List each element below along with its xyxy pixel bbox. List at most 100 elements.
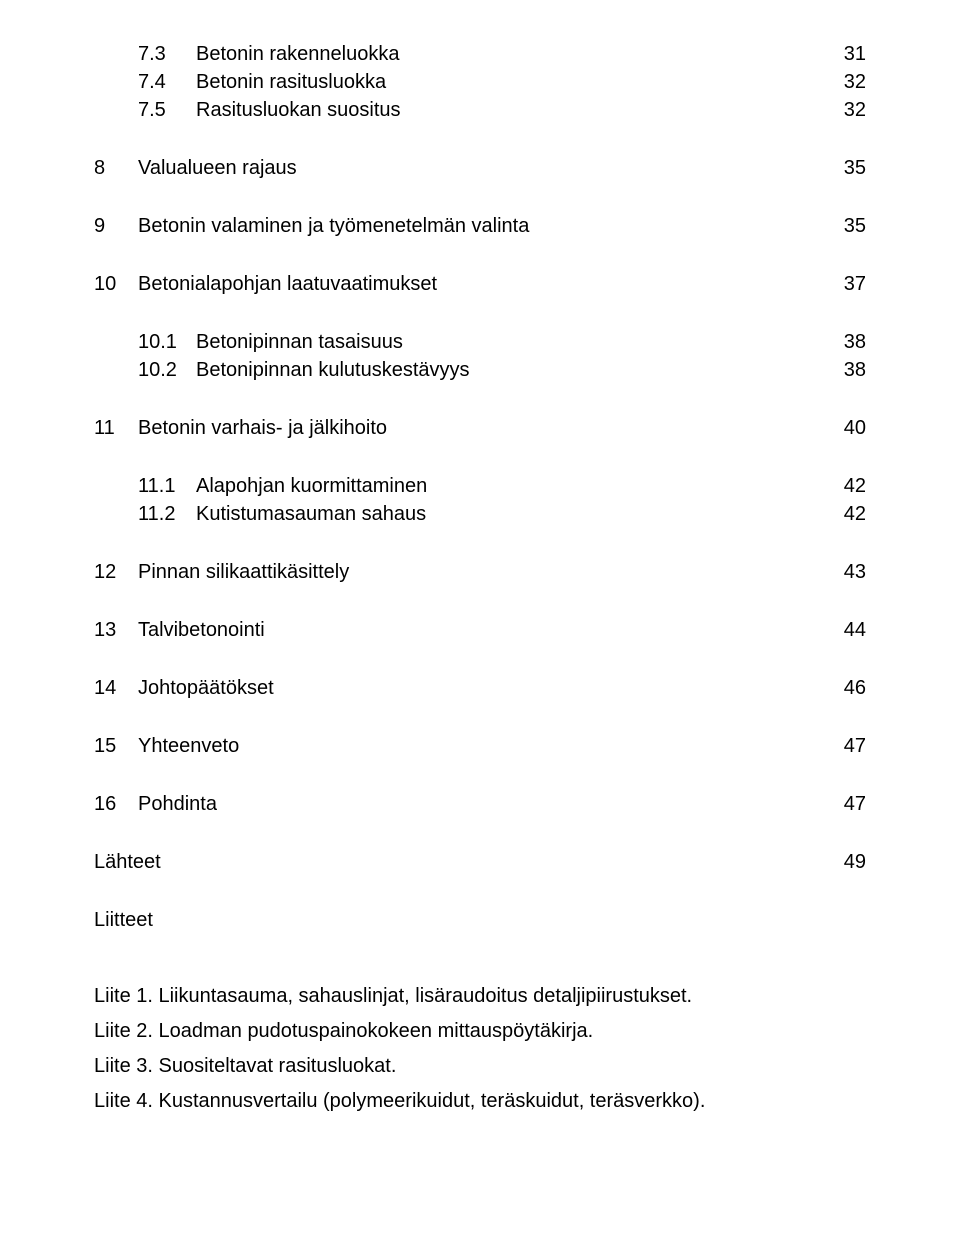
toc-entry-title: Betonin rasitusluokka	[196, 68, 386, 96]
toc-entry-number: 7.4	[138, 68, 196, 96]
toc-entry-number: 7.3	[138, 40, 196, 68]
toc-row: 9Betonin valaminen ja työmenetelmän vali…	[94, 212, 866, 240]
toc-row: 10.2Betonipinnan kulutuskestävyys 38	[138, 356, 866, 384]
toc-entry-page: 38	[826, 328, 866, 356]
toc-gap	[94, 702, 866, 732]
toc-gap	[94, 384, 866, 414]
appendix-list: Liite 1. Liikuntasauma, sahauslinjat, li…	[94, 982, 866, 1116]
toc-gap	[94, 298, 866, 328]
toc-entry-page: 47	[826, 790, 866, 818]
toc-plain-row: Liitteet	[94, 906, 866, 934]
toc-entry-page: 42	[826, 472, 866, 500]
toc-entry-number: 9	[94, 212, 138, 240]
toc-row-left: 7.5Rasitusluokan suositus	[138, 96, 401, 124]
toc-entry-page: 42	[826, 500, 866, 528]
toc-entry-page: 43	[826, 558, 866, 586]
toc-entry-title: Betonipinnan tasaisuus	[196, 328, 403, 356]
toc-entry-title: Betonin valaminen ja työmenetelmän valin…	[138, 212, 529, 240]
toc-entry-number: 14	[94, 674, 138, 702]
toc-row-left: 8Valualueen rajaus	[94, 154, 297, 182]
toc-row: 7.4Betonin rasitusluokka32	[138, 68, 866, 96]
toc-row-left: 10Betonialapohjan laatuvaatimukset	[94, 270, 437, 298]
toc-page: 7.3Betonin rakenneluokka317.4Betonin ras…	[0, 0, 960, 1258]
toc-row-left: 12Pinnan silikaattikäsittely	[94, 558, 349, 586]
toc-row-left: 9Betonin valaminen ja työmenetelmän vali…	[94, 212, 529, 240]
toc-row: 10.1Betonipinnan tasaisuus 38	[138, 328, 866, 356]
toc-entry-page: 44	[826, 616, 866, 644]
toc-entry-number: 13	[94, 616, 138, 644]
toc-gap	[94, 528, 866, 558]
toc-entry-title: Betonipinnan kulutuskestävyys	[196, 356, 470, 384]
toc-entry-number: 11.1	[138, 472, 196, 500]
toc-entry-page: 31	[826, 40, 866, 68]
toc-plain-row: Lähteet49	[94, 848, 866, 876]
toc-entry-number: 11.2	[138, 500, 196, 528]
toc-entry-page: 47	[826, 732, 866, 760]
toc-row-left: 16Pohdinta	[94, 790, 217, 818]
toc-gap	[94, 442, 866, 472]
toc-entry-number: 8	[94, 154, 138, 182]
toc-row-left: 11.1Alapohjan kuormittaminen	[138, 472, 427, 500]
toc-row-left: 10.1Betonipinnan tasaisuus	[138, 328, 403, 356]
toc-row: 14Johtopäätökset 46	[94, 674, 866, 702]
toc-gap	[94, 240, 866, 270]
toc-entry-title: Yhteenveto	[138, 732, 239, 760]
toc-row: 16Pohdinta 47	[94, 790, 866, 818]
toc-row: 11.2Kutistumasauman sahaus 42	[138, 500, 866, 528]
toc-entry-number: 16	[94, 790, 138, 818]
toc-entry-title: Kutistumasauman sahaus	[196, 500, 426, 528]
toc-entry-page: 35	[826, 212, 866, 240]
toc-row-left: 15Yhteenveto	[94, 732, 239, 760]
toc-entry-title: Valualueen rajaus	[138, 154, 297, 182]
toc-list: 7.3Betonin rakenneluokka317.4Betonin ras…	[94, 40, 866, 934]
toc-row: 11.1Alapohjan kuormittaminen 42	[138, 472, 866, 500]
toc-row: 15Yhteenveto 47	[94, 732, 866, 760]
toc-entry-title: Pinnan silikaattikäsittely	[138, 558, 349, 586]
toc-row-left: Liitteet	[94, 906, 153, 934]
toc-entry-page: 32	[826, 96, 866, 124]
toc-row-left: 13Talvibetonointi	[94, 616, 265, 644]
toc-row: 11Betonin varhais- ja jälkihoito 40	[94, 414, 866, 442]
toc-row: 12Pinnan silikaattikäsittely 43	[94, 558, 866, 586]
toc-row-left: 14Johtopäätökset	[94, 674, 274, 702]
toc-entry-page: 38	[826, 356, 866, 384]
toc-gap	[94, 586, 866, 616]
toc-row-left: 11.2Kutistumasauman sahaus	[138, 500, 426, 528]
toc-entry-title: Johtopäätökset	[138, 674, 274, 702]
toc-gap	[94, 818, 866, 848]
toc-entry-page: 46	[826, 674, 866, 702]
toc-row: 7.5Rasitusluokan suositus 32	[138, 96, 866, 124]
toc-row-left: Lähteet	[94, 848, 161, 876]
appendix-line: Liite 2. Loadman pudotuspainokokeen mitt…	[94, 1017, 866, 1046]
toc-entry-title: Pohdinta	[138, 790, 217, 818]
toc-row-left: 7.4Betonin rasitusluokka	[138, 68, 386, 96]
toc-row: 13Talvibetonointi 44	[94, 616, 866, 644]
toc-entry-page: 37	[826, 270, 866, 298]
toc-row: 10Betonialapohjan laatuvaatimukset 37	[94, 270, 866, 298]
toc-entry-title: Rasitusluokan suositus	[196, 96, 401, 124]
toc-row-left: 7.3Betonin rakenneluokka	[138, 40, 399, 68]
toc-entry-number: 10.2	[138, 356, 196, 384]
toc-gap	[94, 124, 866, 154]
toc-entry-page: 35	[826, 154, 866, 182]
toc-entry-title: Alapohjan kuormittaminen	[196, 472, 427, 500]
toc-entry-page: 40	[826, 414, 866, 442]
toc-row: 8Valualueen rajaus 35	[94, 154, 866, 182]
appendix-line: Liite 4. Kustannusvertailu (polymeerikui…	[94, 1087, 866, 1116]
toc-row-left: 10.2Betonipinnan kulutuskestävyys	[138, 356, 470, 384]
toc-entry-number: 7.5	[138, 96, 196, 124]
toc-gap	[94, 182, 866, 212]
toc-row-left: 11Betonin varhais- ja jälkihoito	[94, 414, 387, 442]
toc-entry-number: 11	[94, 414, 138, 442]
toc-gap	[94, 760, 866, 790]
toc-entry-title: Betonin varhais- ja jälkihoito	[138, 414, 387, 442]
toc-entry-title: Lähteet	[94, 848, 161, 876]
toc-entry-number: 10	[94, 270, 138, 298]
appendix-line: Liite 3. Suositeltavat rasitusluokat.	[94, 1052, 866, 1081]
toc-entry-title: Betonialapohjan laatuvaatimukset	[138, 270, 437, 298]
toc-entry-number: 12	[94, 558, 138, 586]
toc-entry-title: Liitteet	[94, 906, 153, 934]
toc-entry-number: 15	[94, 732, 138, 760]
toc-row: 7.3Betonin rakenneluokka 31	[138, 40, 866, 68]
toc-entry-title: Talvibetonointi	[138, 616, 265, 644]
